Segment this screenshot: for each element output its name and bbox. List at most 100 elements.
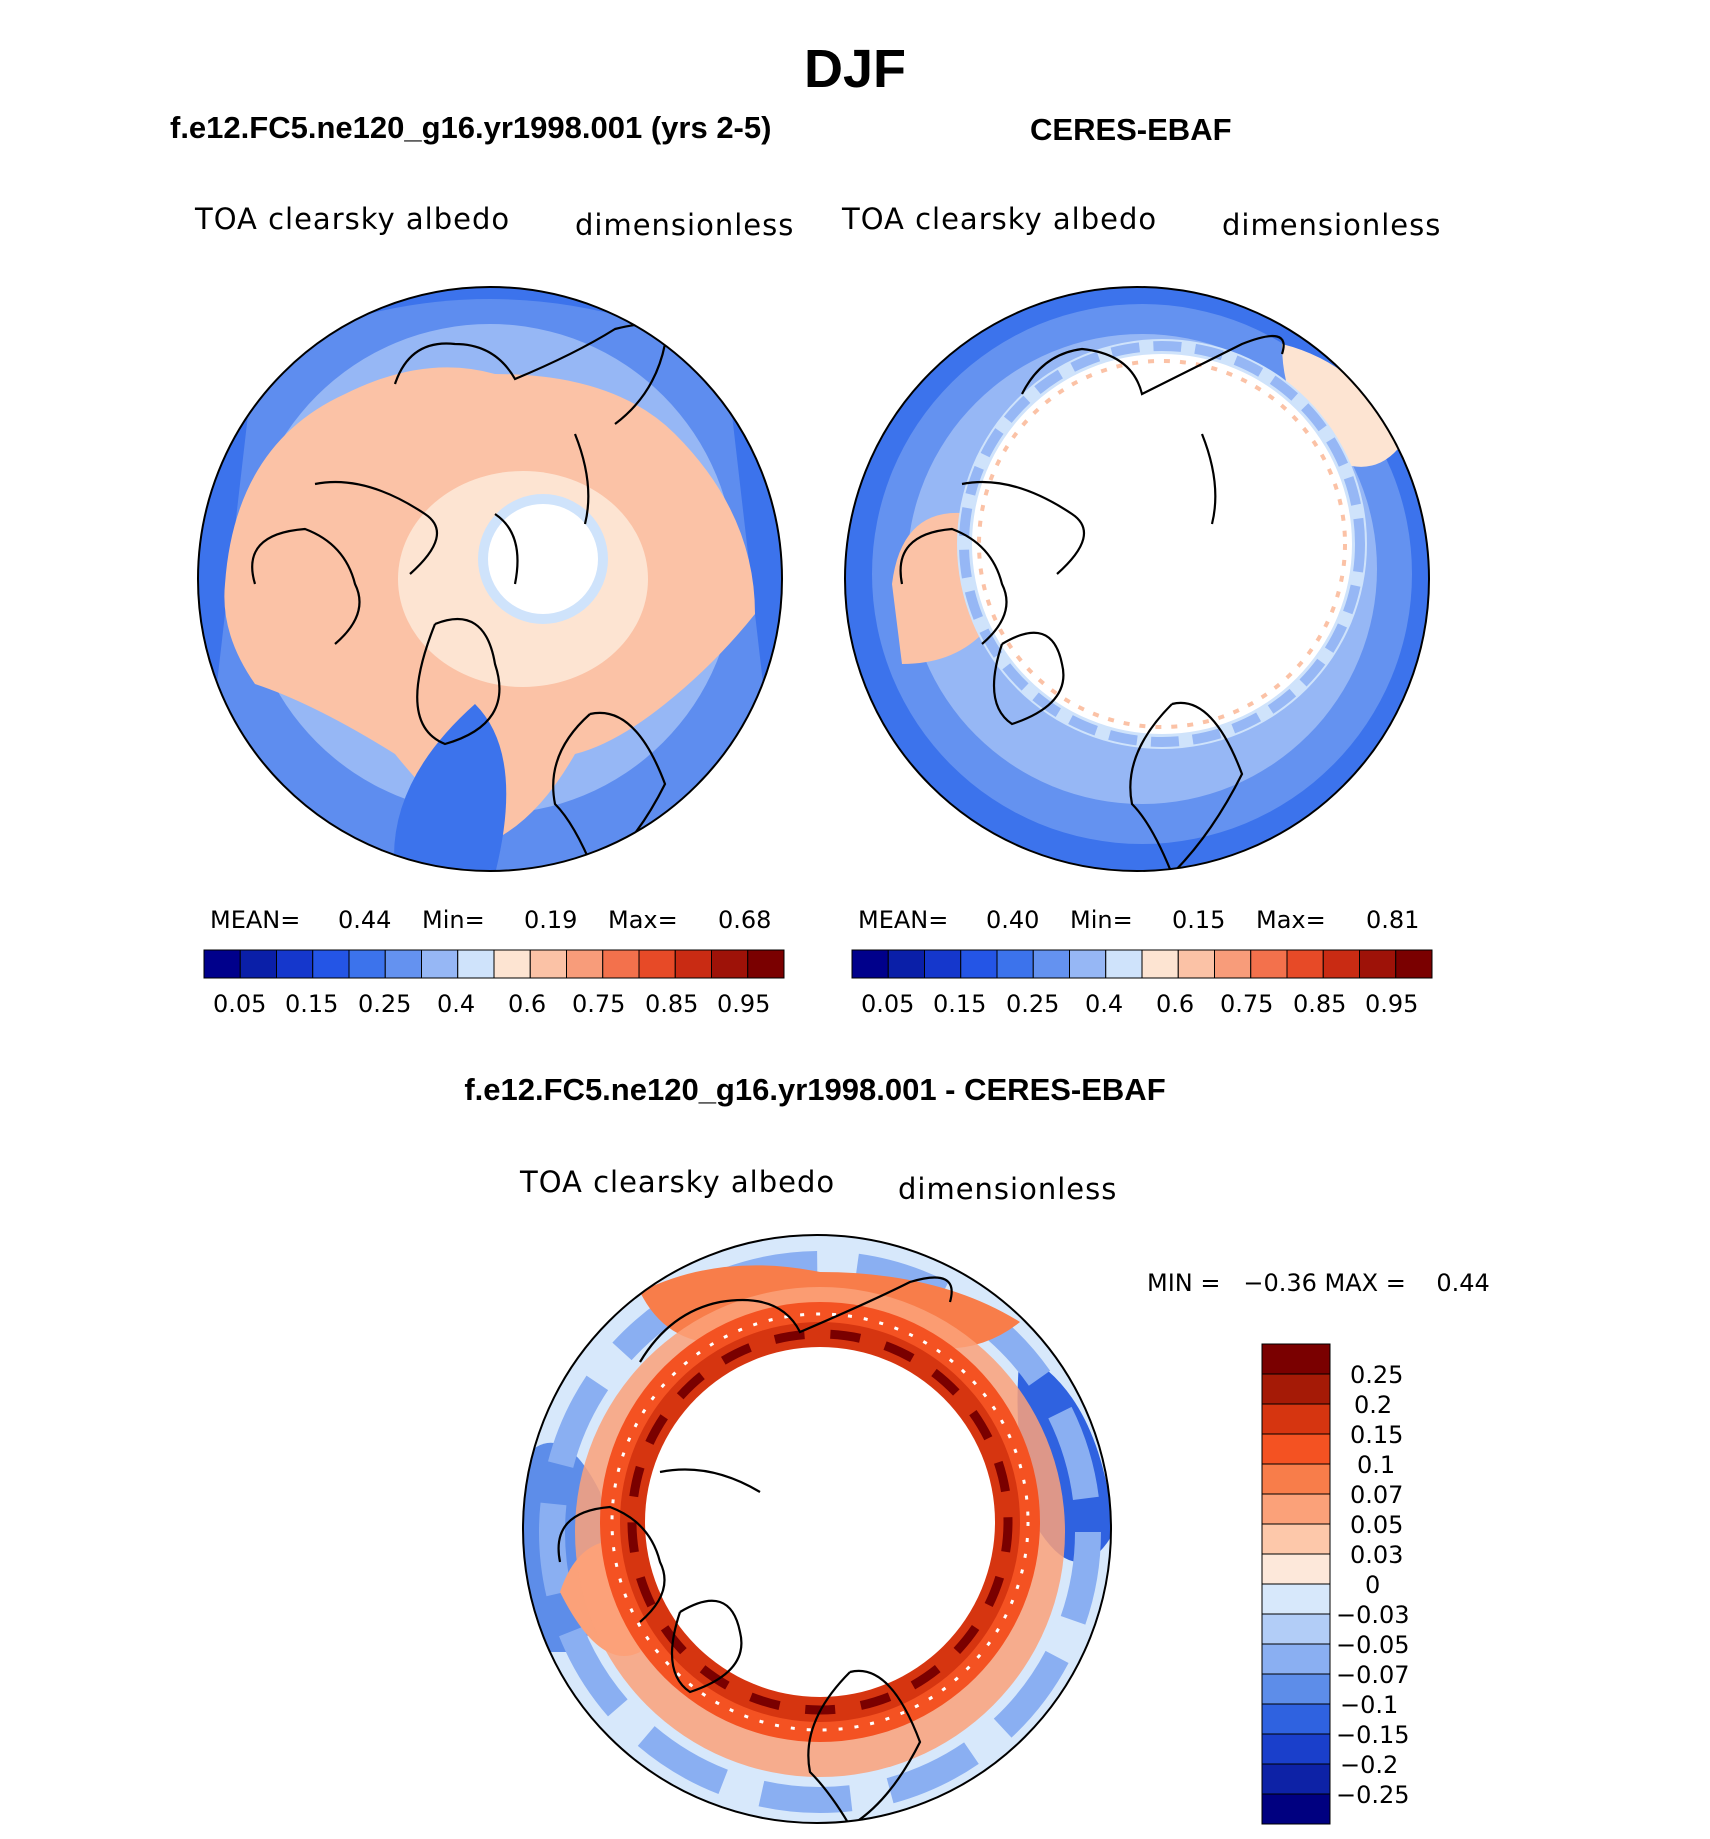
panel-1-min-value: 0.19 bbox=[524, 906, 578, 934]
panel-2-variable-label: TOA clearsky albedo bbox=[842, 202, 1158, 236]
colorbar-swatch bbox=[566, 949, 604, 979]
colorbar-swatch bbox=[1214, 949, 1252, 979]
panel-1-colorbar bbox=[203, 949, 785, 979]
colorbar-tick-label: 0.95 bbox=[1365, 990, 1419, 1018]
colorbar-tick-label: −0.15 bbox=[1336, 1721, 1410, 1749]
colorbar-swatch bbox=[1261, 1553, 1331, 1585]
colorbar-tick-label: 0.1 bbox=[1357, 1451, 1396, 1479]
panel-2-mean-label: MEAN= bbox=[858, 906, 949, 934]
map-atlantic-tongue bbox=[394, 704, 507, 871]
colorbar-swatch bbox=[457, 949, 495, 979]
colorbar-swatch bbox=[312, 949, 350, 979]
colorbar-swatch bbox=[1261, 1403, 1331, 1435]
colorbar-tick-label: 0.25 bbox=[1006, 990, 1060, 1018]
colorbar-swatch bbox=[1105, 949, 1143, 979]
panel-2-colorbar bbox=[851, 949, 1433, 979]
colorbar-swatch bbox=[711, 949, 749, 979]
colorbar-swatch bbox=[1261, 1643, 1331, 1675]
colorbar-tick-label: 0.15 bbox=[933, 990, 987, 1018]
panel-1-min-label: Min= bbox=[422, 906, 485, 934]
colorbar-swatch bbox=[1261, 1673, 1331, 1705]
panel-1-map bbox=[197, 286, 783, 872]
colorbar-swatch bbox=[747, 949, 785, 979]
figure-title: DJF bbox=[803, 39, 906, 99]
colorbar-swatch bbox=[1261, 1343, 1331, 1375]
colorbar-tick-label: 0.07 bbox=[1350, 1481, 1404, 1509]
colorbar-tick-label: −0.1 bbox=[1340, 1691, 1399, 1719]
colorbar-swatch bbox=[1261, 1463, 1331, 1495]
colorbar-swatch bbox=[1261, 1793, 1331, 1825]
diff-panel-variable-label: TOA clearsky albedo bbox=[520, 1165, 836, 1199]
diff-minmax-readout: MIN = −0.36 MAX = 0.44 bbox=[1147, 1269, 1490, 1297]
colorbar-swatch bbox=[1177, 949, 1215, 979]
colorbar-tick-label: 0.15 bbox=[285, 990, 339, 1018]
colorbar-swatch bbox=[638, 949, 676, 979]
colorbar-swatch bbox=[1286, 949, 1324, 979]
colorbar-tick-label: 0.4 bbox=[1085, 990, 1124, 1018]
colorbar-tick-label: 0.25 bbox=[1350, 1361, 1404, 1389]
colorbar-tick-label: −0.03 bbox=[1336, 1601, 1410, 1629]
colorbar-tick-label: 0.03 bbox=[1350, 1541, 1404, 1569]
colorbar-tick-label: −0.2 bbox=[1340, 1751, 1399, 1779]
map-ring-artifacts bbox=[959, 341, 1365, 747]
panel-1-variable-label: TOA clearsky albedo bbox=[195, 202, 511, 236]
panel-2-max-label: Max= bbox=[1256, 906, 1326, 934]
panel-2-max-value: 0.81 bbox=[1366, 906, 1420, 934]
colorbar-swatch bbox=[421, 949, 459, 979]
colorbar-tick-label: 0.95 bbox=[717, 990, 771, 1018]
colorbar-swatch bbox=[1141, 949, 1179, 979]
panel-1-units-label: dimensionless bbox=[575, 208, 795, 242]
colorbar-swatch bbox=[1250, 949, 1288, 979]
panel-1-max-label: Max= bbox=[608, 906, 678, 934]
panel-2-mean-value: 0.40 bbox=[986, 906, 1040, 934]
colorbar-tick-label: 0.25 bbox=[358, 990, 412, 1018]
colorbar-swatch bbox=[960, 949, 998, 979]
panel-1-mean-label: MEAN= bbox=[210, 906, 301, 934]
colorbar-swatch bbox=[851, 949, 889, 979]
panel-2-units-label: dimensionless bbox=[1222, 208, 1442, 242]
diff-panel-units-label: dimensionless bbox=[898, 1172, 1118, 1206]
colorbar-swatch bbox=[1261, 1523, 1331, 1555]
map-pole-hole bbox=[488, 504, 598, 614]
colorbar-swatch bbox=[1261, 1373, 1331, 1405]
colorbar-tick-label: 0.6 bbox=[508, 990, 547, 1018]
diff-panel-title: f.e12.FC5.ne120_g16.yr1998.001 - CERES-E… bbox=[464, 1072, 1166, 1107]
colorbar-tick-label: −0.05 bbox=[1336, 1631, 1410, 1659]
colorbar-swatch bbox=[239, 949, 277, 979]
colorbar-swatch bbox=[1261, 1703, 1331, 1735]
map-coastlines bbox=[557, 1276, 953, 1823]
colorbar-tick-label: 0.2 bbox=[1354, 1391, 1393, 1419]
map-ring-artifacts bbox=[610, 1312, 1030, 1732]
colorbar-tick-label: −0.25 bbox=[1336, 1781, 1410, 1809]
colorbar-swatch bbox=[1261, 1763, 1331, 1795]
colorbar-swatch bbox=[493, 949, 531, 979]
colorbar-swatch bbox=[924, 949, 962, 979]
colorbar-tick-label: 0.05 bbox=[213, 990, 267, 1018]
colorbar-tick-label: 0.85 bbox=[1293, 990, 1347, 1018]
panel-1-title: f.e12.FC5.ne120_g16.yr1998.001 (yrs 2-5) bbox=[170, 110, 772, 145]
colorbar-swatch bbox=[1261, 1613, 1331, 1645]
diff-colorbar bbox=[1261, 1343, 1331, 1825]
colorbar-swatch bbox=[203, 949, 241, 979]
diff-panel-map bbox=[522, 1234, 1112, 1824]
colorbar-swatch bbox=[996, 949, 1034, 979]
panel-2-min-value: 0.15 bbox=[1172, 906, 1226, 934]
colorbar-swatch bbox=[1261, 1493, 1331, 1525]
panel-2-title: CERES-EBAF bbox=[1030, 112, 1232, 147]
panel-2-map bbox=[844, 286, 1430, 872]
colorbar-tick-label: 0.85 bbox=[645, 990, 699, 1018]
map-pole-hole bbox=[972, 354, 1352, 734]
colorbar-swatch bbox=[1359, 949, 1397, 979]
colorbar-tick-label: 0.05 bbox=[861, 990, 915, 1018]
colorbar-swatch bbox=[276, 949, 314, 979]
colorbar-swatch bbox=[674, 949, 712, 979]
colorbar-tick-label: 0.75 bbox=[1220, 990, 1274, 1018]
colorbar-swatch bbox=[1261, 1733, 1331, 1765]
panel-1-max-value: 0.68 bbox=[718, 906, 772, 934]
map-pole-hole bbox=[645, 1347, 995, 1697]
colorbar-tick-label: 0 bbox=[1365, 1571, 1381, 1599]
colorbar-tick-label: 0.75 bbox=[572, 990, 626, 1018]
colorbar-tick-label: 0.05 bbox=[1350, 1511, 1404, 1539]
colorbar-swatch bbox=[1395, 949, 1433, 979]
colorbar-tick-label: 0.15 bbox=[1350, 1421, 1404, 1449]
